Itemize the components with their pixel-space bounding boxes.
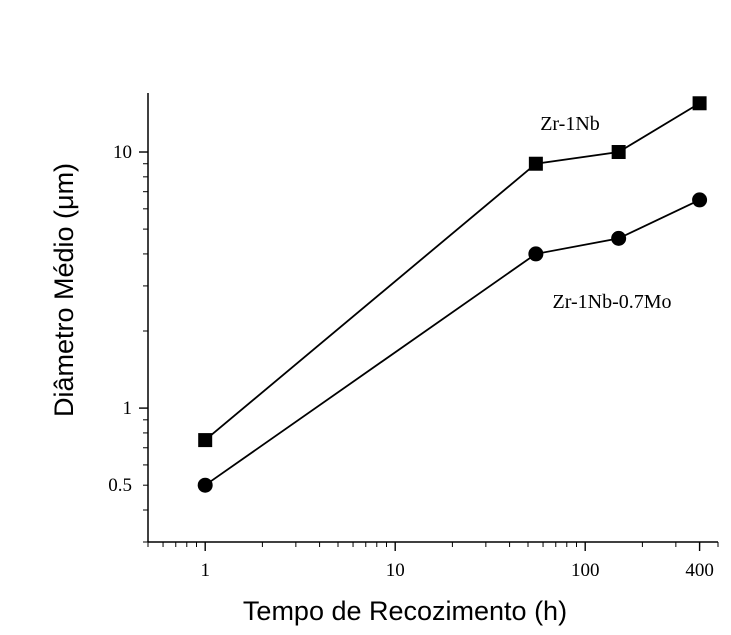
y-tick-label: 1 [123,398,133,419]
axes [147,93,718,543]
series-line-2 [204,199,700,486]
x-axis-title: Tempo de Recozimento (h) [243,596,567,626]
series-label-1: Zr-1Nb [540,113,600,135]
series-line-1 [204,102,701,441]
series-labels: Zr-1Nb Zr-1Nb-0.7Mo [540,113,671,313]
y-tick-label: 10 [113,142,132,163]
x-tick-label: 1 [200,560,210,581]
x-ticks: 1 10 100 400 [147,542,719,581]
x-tick-label: 10 [386,560,405,581]
data-point-square [198,433,213,448]
x-tick-label: 100 [571,560,600,581]
data-point-circle [197,477,213,493]
data-point-square [528,156,543,171]
y-tick-label: 0.5 [108,475,132,496]
series-layer [197,96,708,493]
y-axis-title: Diâmetro Médio (μm) [49,163,79,417]
data-point-circle [528,246,544,262]
data-point-circle [692,192,708,208]
data-point-square [692,96,707,111]
data-point-square [611,145,626,160]
x-tick-label: 400 [685,560,714,581]
y-ticks: 0.5 1 10 [108,142,148,543]
series-label-2: Zr-1Nb-0.7Mo [552,291,671,313]
data-point-circle [611,230,627,246]
